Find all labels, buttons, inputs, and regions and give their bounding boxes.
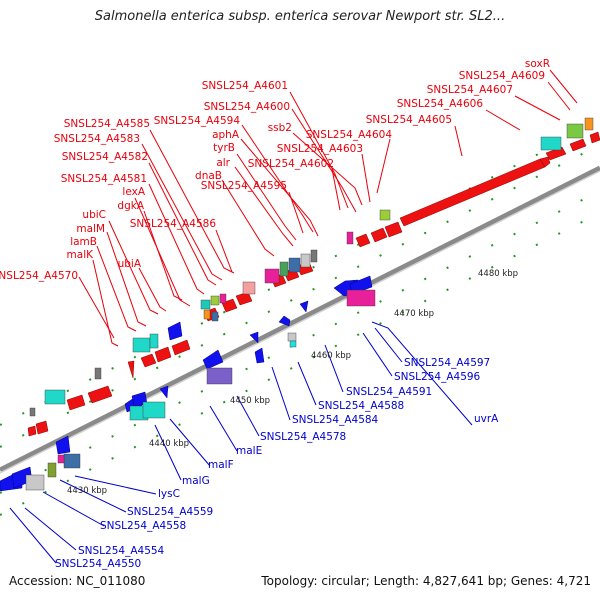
gene-label-forward: SNSL254_A4600 (204, 101, 290, 113)
gene-label-reverse: uvrA (474, 413, 499, 425)
gene-label-reverse: SNSL254_A4559 (127, 506, 213, 518)
tick-label: 4480 kbp (478, 269, 518, 279)
gene-label-reverse: malG (182, 475, 210, 487)
gene-label-reverse: SNSL254_A4591 (346, 386, 432, 398)
gene-label-forward: SNSL254_A4583 (54, 133, 140, 145)
gene-label-forward: SNSL254_A4607 (427, 84, 513, 96)
tick-label: 4460 kbp (311, 351, 351, 361)
gene-label-forward: SNSL254_A4586 (130, 218, 217, 230)
gene-label-forward: alr (216, 157, 230, 169)
gene-label-forward: ubiC (82, 209, 106, 221)
gene-label-forward: aphA (212, 129, 240, 141)
gene-label-forward: SNSL254_A4594 (154, 115, 241, 127)
gene-label-forward: SNSL254_A4601 (202, 80, 288, 92)
gene-label-reverse: lysC (158, 488, 180, 500)
gene-label-forward: SNSL254_A4585 (64, 118, 150, 130)
gene-label-reverse: SNSL254_A4597 (404, 357, 490, 369)
accession-text: Accession: NC_011080 (9, 574, 146, 588)
gene-label-reverse: SNSL254_A4558 (100, 520, 186, 532)
gene-label-forward: dgkA (117, 200, 144, 212)
reverse-leader-lines (9, 321, 473, 564)
gene-label-forward: tyrB (213, 142, 235, 154)
tick-label: 4440 kbp (149, 439, 189, 449)
gene-label-forward: SNSL254_A4605 (366, 114, 452, 126)
gene-label-forward: SNSL254_A4581 (61, 173, 147, 185)
gene-label-reverse: malF (208, 459, 234, 471)
gene-label-forward: lexA (122, 186, 145, 198)
reverse-colored-genes (25, 289, 376, 491)
genome-backbone (0, 165, 600, 474)
gene-label-forward: SNSL254_A4609 (459, 70, 545, 82)
tick-labels: 4430 kbp 4440 kbp 4450 kbp 4460 kbp 4470 kbp… (67, 269, 518, 496)
gene-label-forward: SNSL254_A4582 (62, 151, 148, 163)
gene-label-forward: SNSL254_A4606 (397, 98, 484, 110)
reverse-gene-labels: uvrA SNSL254_A4597 SNSL254_A4596 SNSL254_A4… (55, 357, 499, 570)
gene-label-reverse: SNSL254_A4584 (292, 414, 379, 426)
gene-label-forward: soxR (525, 58, 550, 70)
gene-label-forward: lamB (70, 236, 97, 248)
gene-label-forward: SNSL254_A4603 (277, 143, 363, 155)
gene-label-reverse: SNSL254_A4588 (318, 400, 404, 412)
gene-label-forward: SNSL254_A4570 (0, 270, 78, 282)
gene-label-reverse: malE (236, 445, 262, 457)
forward-genes (27, 131, 600, 437)
forward-leader-lines (78, 69, 578, 347)
gene-label-reverse: SNSL254_A4550 (55, 558, 141, 570)
tick-label: 4430 kbp (67, 486, 107, 496)
forward-colored-genes (29, 117, 594, 417)
map-title: Salmonella enterica subsp. enterica sero… (94, 9, 506, 24)
gene-label-forward: SNSL254_A4602 (248, 158, 334, 170)
gene-label-forward: malK (67, 249, 95, 261)
gene-label-forward: SNSL254_A4595 (201, 180, 287, 192)
topology-text: Topology: circular; Length: 4,827,641 bp… (261, 574, 591, 588)
gene-label-reverse: SNSL254_A4554 (78, 545, 165, 557)
gene-label-reverse: SNSL254_A4596 (394, 371, 481, 383)
gene-label-forward: malM (76, 223, 105, 235)
tick-label: 4470 kbp (394, 309, 434, 319)
gene-label-forward: SNSL254_A4604 (306, 129, 393, 141)
gene-label-forward: ssb2 (268, 122, 292, 134)
gene-label-forward: dnaB (195, 170, 222, 182)
gene-label-forward: ubiA (118, 258, 142, 270)
gene-label-reverse: SNSL254_A4578 (260, 431, 346, 443)
tick-label: 4450 kbp (230, 396, 270, 406)
